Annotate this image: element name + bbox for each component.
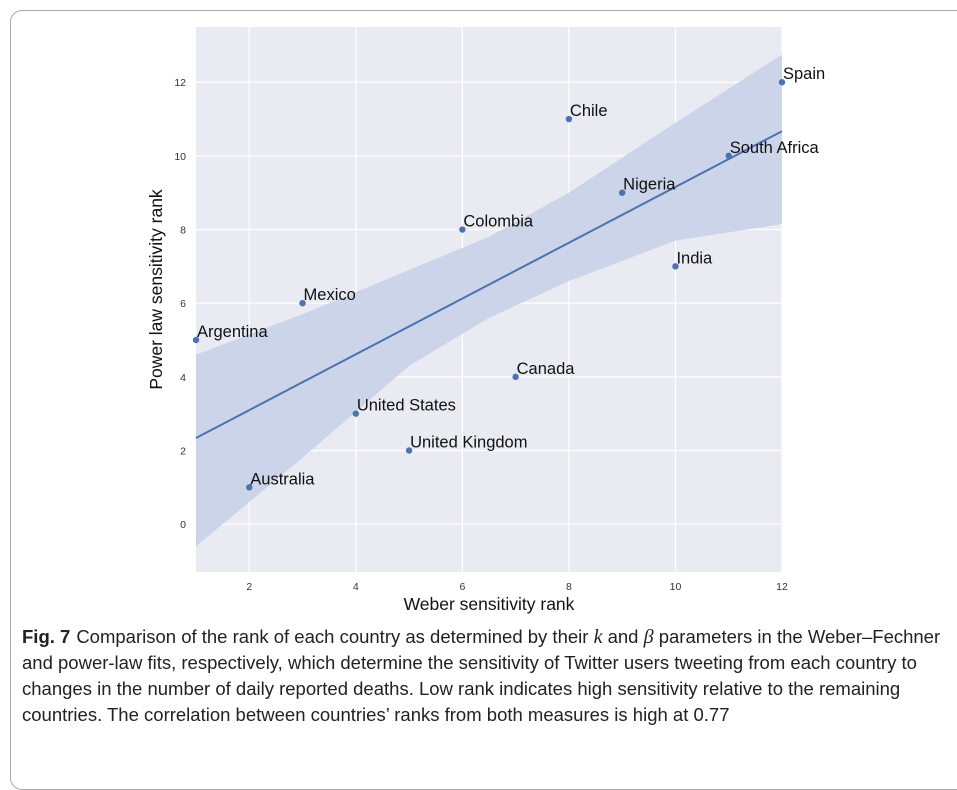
data-label: Canada (517, 360, 576, 378)
data-label: Argentina (197, 323, 268, 341)
data-point (512, 373, 519, 381)
data-label: United Kingdom (410, 433, 527, 451)
data-point (299, 299, 306, 307)
data-point (405, 447, 413, 454)
caption-text-2: and (602, 626, 644, 647)
data-point (192, 336, 200, 344)
data-point (352, 410, 360, 417)
data-point (725, 152, 732, 160)
data-label: Chile (570, 102, 608, 120)
caption-text-1: Comparison of the rank of each country a… (76, 626, 594, 647)
data-label: United States (357, 397, 456, 415)
y-tick-label: 4 (180, 372, 186, 384)
regression-line (195, 130, 783, 439)
data-label: Nigeria (623, 176, 676, 194)
caption-text-3: parameters in the Weber–Fechner and powe… (22, 626, 941, 725)
beta-symbol: β (643, 626, 654, 648)
k-symbol: k (593, 626, 603, 648)
x-tick-label: 4 (353, 581, 359, 593)
data-label: Colombia (463, 213, 534, 231)
y-tick-label: 10 (174, 151, 186, 163)
data-point (459, 226, 466, 233)
data-label: Mexico (304, 286, 356, 304)
y-axis-title: Power law sensitivity rank (146, 189, 166, 390)
x-tick-label: 2 (246, 581, 252, 593)
y-tick-label: 0 (180, 519, 186, 531)
y-tick-label: 8 (180, 225, 186, 237)
scatter-chart: Spain Chile South Africa Nigeria Colombia Ind… (146, 27, 825, 614)
data-point (672, 263, 679, 270)
x-tick-label: 8 (566, 581, 572, 593)
data-label: Spain (783, 65, 825, 83)
x-tick-label: 6 (459, 581, 465, 593)
figure-caption: Fig. 7 Comparison of the rank of each cou… (22, 624, 947, 728)
x-tick-label: 10 (670, 581, 682, 593)
figure-label: Fig. 7 (22, 626, 71, 647)
y-tick-label: 12 (174, 77, 186, 89)
data-point (618, 189, 626, 196)
confidence-band (196, 54, 782, 547)
data-point (778, 79, 786, 86)
data-point (565, 115, 573, 123)
y-tick-label: 6 (180, 298, 186, 310)
data-label: Australia (250, 470, 315, 488)
x-axis-title: Weber sensitivity rank (404, 594, 575, 614)
data-label: South Africa (730, 139, 820, 157)
data-label: India (676, 249, 713, 267)
x-tick-label: 12 (776, 581, 788, 593)
y-tick-label: 2 (180, 445, 186, 457)
data-point (246, 484, 253, 491)
